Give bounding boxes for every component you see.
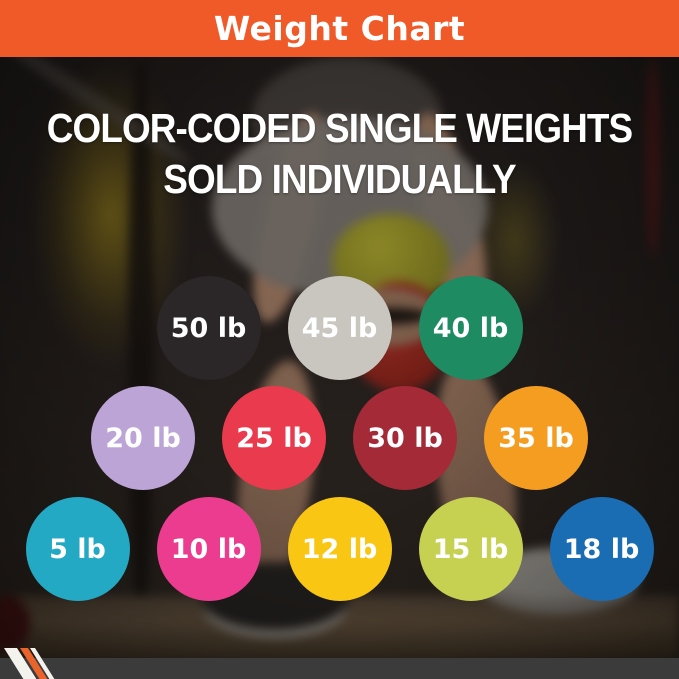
weight-circle-5-lb: 5 lb: [25, 497, 130, 601]
headline: COLOR-CODED SINGLE WEIGHTS SOLD INDIVIDU…: [0, 103, 679, 205]
weight-label: 10 lb: [170, 533, 247, 565]
weight-circle-12-lb: 12 lb: [287, 497, 392, 601]
weight-label: 45 lb: [301, 312, 378, 344]
weight-circle-15-lb: 15 lb: [418, 497, 523, 601]
weight-circle-25-lb: 25 lb: [222, 386, 326, 490]
weight-label: 40 lb: [432, 312, 509, 344]
weight-label: 25 lb: [236, 422, 312, 454]
weight-label: 12 lb: [301, 533, 378, 565]
weight-label: 5 lb: [49, 533, 106, 565]
weight-circle-45-lb: 45 lb: [287, 276, 392, 380]
weight-circle-50-lb: 50 lb: [156, 276, 261, 380]
header-bar: Weight Chart: [0, 0, 679, 57]
brand-stripes-logo: [0, 648, 70, 679]
weight-circle-30-lb: 30 lb: [353, 386, 457, 490]
weight-label: 15 lb: [432, 533, 509, 565]
weight-label: 18 lb: [563, 533, 640, 565]
footer-bar: [0, 658, 679, 679]
weight-circle-20-lb: 20 lb: [91, 386, 195, 490]
headline-line-1: COLOR-CODED SINGLE WEIGHTS: [46, 105, 633, 151]
weight-row-2: 20 lb 25 lb 30 lb 35 lb: [0, 386, 679, 490]
weight-row-3: 5 lb 10 lb 12 lb 15 lb 18 lb: [0, 497, 679, 601]
weight-circle-18-lb: 18 lb: [549, 497, 654, 601]
weight-label: 30 lb: [367, 422, 443, 454]
page-title: Weight Chart: [213, 9, 466, 48]
weight-label: 50 lb: [170, 312, 247, 344]
weight-label: 35 lb: [498, 422, 574, 454]
weight-label: 20 lb: [105, 422, 181, 454]
headline-line-2: SOLD INDIVIDUALLY: [163, 156, 516, 202]
weight-circle-10-lb: 10 lb: [156, 497, 261, 601]
weight-circle-35-lb: 35 lb: [484, 386, 588, 490]
weight-circle-40-lb: 40 lb: [418, 276, 523, 380]
weight-row-1: 50 lb 45 lb 40 lb: [0, 276, 679, 380]
